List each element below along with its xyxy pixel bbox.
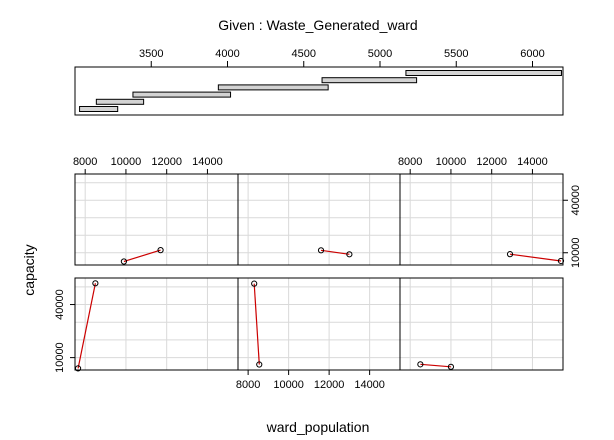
given-tick-label: 6000 [520,48,544,60]
series-line [123,249,161,263]
panel-frame [74,277,239,371]
x-tick-label: 14000 [354,379,385,391]
panel-frame [237,277,401,371]
data-point [92,280,99,287]
x-tick-label: 8000 [236,379,260,391]
given-interval-bar [321,77,418,84]
series-line [77,283,96,369]
given-panel: 3500 4000 4500 5000 5500 6000 [74,48,564,116]
x-tick-label: 12000 [476,156,507,168]
given-title: Given : Waste_Generated_ward [218,17,417,33]
x-tick-label: 8000 [398,156,422,168]
y-tick-label: 10000 [54,342,66,373]
x-tick-label: 12000 [314,379,345,391]
given-interval-bar [79,106,119,112]
given-tick-label: 4000 [215,48,239,60]
y-tick-label: 40000 [54,289,66,320]
y-tick-label: 40000 [570,185,582,216]
data-point [417,361,424,368]
data-point [317,247,325,254]
given-tick-label: 5500 [444,48,468,60]
series-line [320,249,350,255]
given-interval-bar [217,84,329,91]
x-axis-label: ward_population [266,419,370,435]
data-point [447,363,455,370]
x-tick-label: 10000 [111,156,142,168]
data-point [157,247,164,254]
x-tick-label: 10000 [436,156,467,168]
y-tick-label: 10000 [570,237,582,268]
given-tick-label: 3500 [139,48,163,60]
x-tick-label: 10000 [273,379,304,391]
panel-frame [399,277,564,371]
data-point [120,258,128,265]
data-point [346,251,353,258]
data-point [251,280,258,287]
given-frame [74,66,564,116]
given-interval-bar [95,98,145,105]
y-axis-label: capacity [21,244,37,295]
x-tick-label: 14000 [192,156,223,168]
data-point [506,251,514,258]
x-tick-label: 12000 [151,156,182,168]
given-tick-label: 5000 [368,48,392,60]
conditioning-panels [74,173,565,372]
data-point [256,361,263,368]
panel-frame [399,173,564,266]
series-line [420,363,451,368]
data-point [557,257,565,265]
series-line [253,283,260,365]
given-tick-label: 4500 [292,48,316,60]
given-interval-bar [132,91,232,98]
data-point [74,365,82,372]
panel-axes: 8000 10000 12000 14000 8000 10000 12000 14000 80… [54,156,582,391]
series-line [509,253,562,262]
given-interval-bar [405,70,562,76]
x-tick-label: 8000 [73,156,97,168]
x-tick-label: 14000 [517,156,548,168]
